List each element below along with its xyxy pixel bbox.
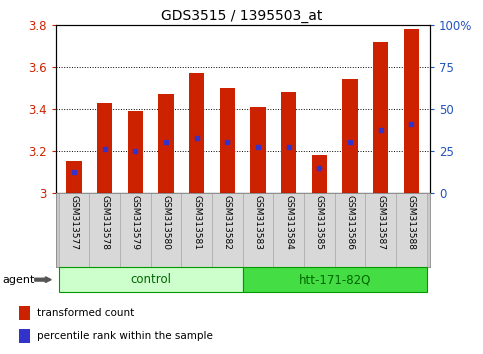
Text: GSM313582: GSM313582	[223, 195, 232, 250]
Text: GSM313578: GSM313578	[100, 195, 109, 250]
Text: GSM313581: GSM313581	[192, 195, 201, 250]
Bar	[273, 193, 304, 267]
Bar	[250, 107, 266, 193]
Bar	[243, 193, 273, 267]
Text: transformed count: transformed count	[37, 308, 134, 318]
Text: GSM313577: GSM313577	[70, 195, 78, 250]
Bar	[97, 103, 113, 193]
Bar	[66, 161, 82, 193]
Bar	[128, 111, 143, 193]
Bar	[396, 193, 427, 267]
Text: GSM313583: GSM313583	[254, 195, 263, 250]
Text: agent: agent	[2, 275, 35, 285]
Bar	[58, 267, 243, 292]
Bar	[366, 193, 396, 267]
Text: percentile rank within the sample: percentile rank within the sample	[37, 331, 213, 341]
Bar	[373, 42, 388, 193]
Text: htt-171-82Q: htt-171-82Q	[298, 273, 371, 286]
Bar	[19, 329, 30, 343]
Bar	[404, 29, 419, 193]
Text: GDS3515 / 1395503_at: GDS3515 / 1395503_at	[161, 9, 322, 23]
Bar	[281, 92, 297, 193]
Text: GSM313586: GSM313586	[346, 195, 355, 250]
Bar	[243, 267, 427, 292]
Bar	[220, 88, 235, 193]
Bar	[335, 193, 366, 267]
Bar	[342, 79, 358, 193]
Bar	[212, 193, 243, 267]
Bar	[304, 193, 335, 267]
Bar	[189, 73, 204, 193]
Text: GSM313588: GSM313588	[407, 195, 416, 250]
Bar	[312, 155, 327, 193]
Bar	[181, 193, 212, 267]
Text: GSM313580: GSM313580	[161, 195, 170, 250]
Bar	[89, 193, 120, 267]
Text: GSM313584: GSM313584	[284, 195, 293, 250]
Text: GSM313579: GSM313579	[131, 195, 140, 250]
Bar	[120, 193, 151, 267]
Text: control: control	[130, 273, 171, 286]
Bar	[19, 306, 30, 320]
Text: GSM313587: GSM313587	[376, 195, 385, 250]
Bar	[151, 193, 181, 267]
Bar	[158, 94, 174, 193]
Text: GSM313585: GSM313585	[315, 195, 324, 250]
Bar	[58, 193, 89, 267]
